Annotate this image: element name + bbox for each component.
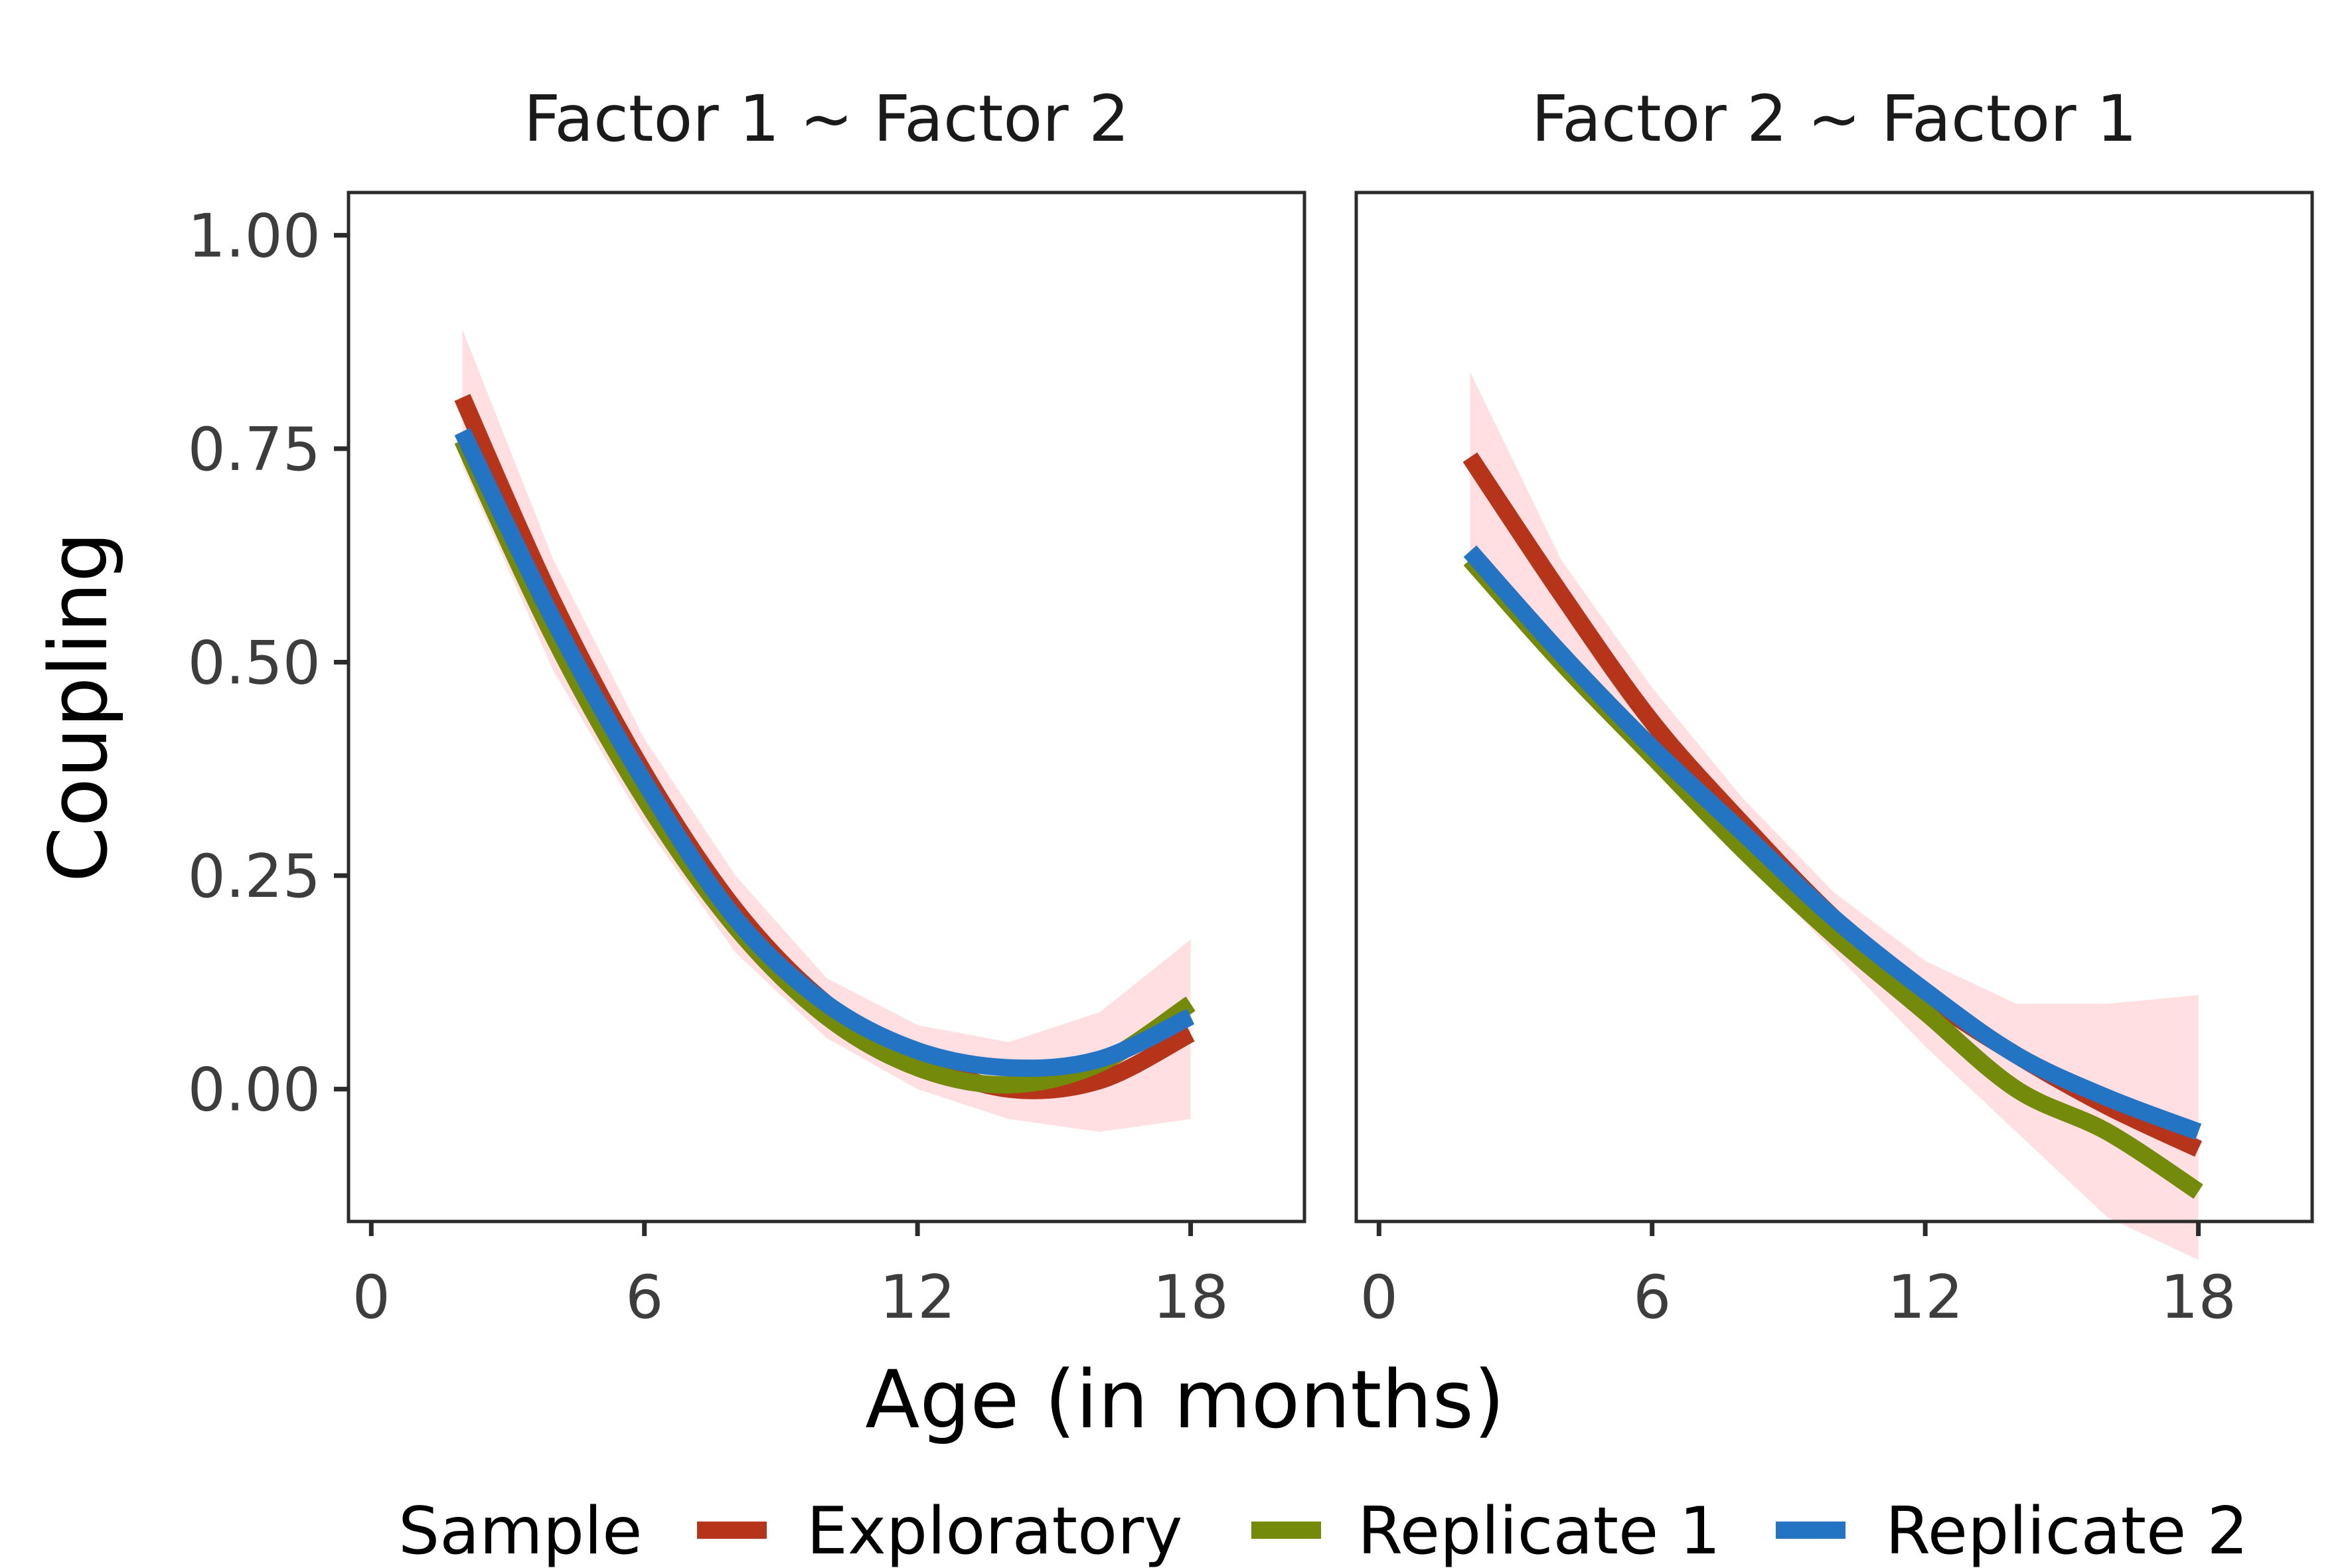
y-tick-label: 0.50 [188,628,321,698]
panel-border [347,191,1306,1223]
series-line-replicate-2 [1463,545,2202,1140]
legend-title: Sample [398,1494,642,1568]
series-line-replicate-2 [454,428,1195,1077]
y-tick-label: 0.25 [188,842,321,911]
y-axis-title: Coupling [33,532,125,882]
x-tick-label: 6 [1633,1263,1671,1332]
panel-1: Factor 1 ~ Factor 2 0 6 12 18 0.00 0.25 0.50 0.7… [188,82,1306,1332]
panel-title: Factor 2 ~ Factor 1 [1531,82,2137,156]
legend-label: Replicate 1 [1358,1494,1721,1568]
x-tick-label: 12 [1887,1263,1964,1332]
y-tick-label: 0.75 [188,415,321,485]
panel-border [1354,191,2314,1223]
x-tick-label: 6 [625,1263,663,1332]
facet-panels: Factor 1 ~ Factor 2 0 6 12 18 0.00 0.25 0.50 0.7… [188,82,2314,1332]
panel-title: Factor 1 ~ Factor 2 [524,82,1129,156]
x-tick-label: 18 [1152,1263,1229,1332]
panel-2: Factor 2 ~ Factor 1 0 6 12 18 [1354,82,2314,1332]
y-tick-label: 1.00 [188,201,321,271]
x-tick-label: 0 [1360,1263,1398,1332]
legend-label: Replicate 2 [1885,1494,2248,1568]
confidence-ribbon [1470,372,2199,1260]
y-tick-label: 0.00 [188,1056,321,1125]
x-tick-label: 18 [2160,1263,2236,1332]
x-axis-title: Age (in months) [865,1354,1504,1447]
legend-label: Exploratory [807,1494,1182,1568]
x-tick-label: 12 [880,1263,956,1332]
legend: Sample Exploratory Replicate 1 Replicate 2 [398,1494,2248,1568]
x-tick-label: 0 [353,1263,390,1332]
